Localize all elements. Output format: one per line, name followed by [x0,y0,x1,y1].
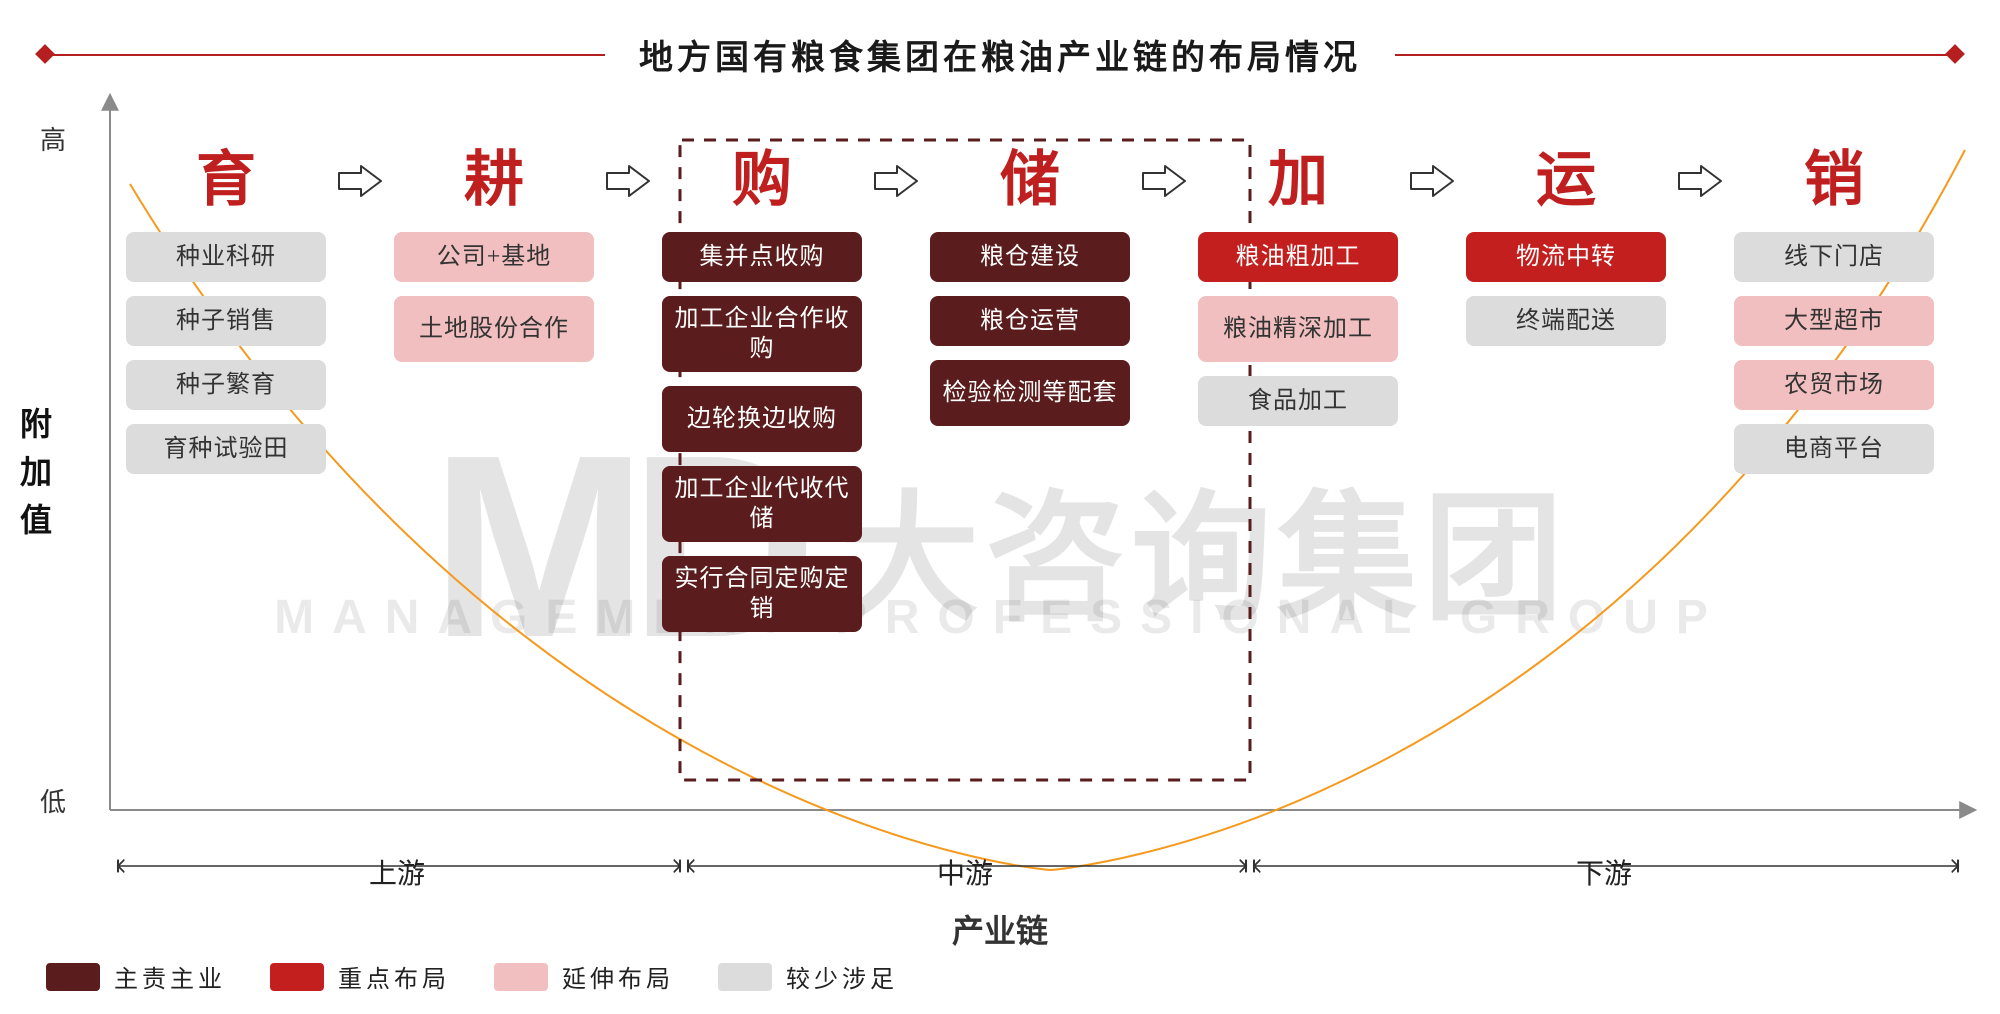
stage-head: 运 [1536,150,1596,210]
flow-arrow-slot [600,150,656,198]
legend-item: 主责主业 [46,959,226,994]
legend-item: 较少涉足 [718,959,898,994]
title-diamond-right [1945,44,1965,64]
stage-chip: 种子繁育 [126,360,326,410]
stage-column: 耕公司+基地土地股份合作 [388,150,600,362]
stage-chip: 边轮换边收购 [662,386,862,452]
legend-item: 重点布局 [270,959,450,994]
y-axis-low: 低 [40,782,66,819]
stage-chip: 公司+基地 [394,232,594,282]
segment-label: 上游 [369,852,425,892]
stage-chip: 粮仓运营 [930,296,1130,346]
stage-column: 加粮油粗加工粮油精深加工食品加工 [1192,150,1404,426]
stage-chip: 线下门店 [1734,232,1934,282]
legend-item: 延伸布局 [494,959,674,994]
stage-chip: 种业科研 [126,232,326,282]
legend-label: 主责主业 [114,959,226,994]
stage-chip: 土地股份合作 [394,296,594,362]
segment-label: 中游 [937,852,993,892]
flow-arrow-icon [337,164,383,198]
segment-label: 下游 [1576,852,1632,892]
flow-arrow-slot [1136,150,1192,198]
stage-column: 销线下门店大型超市农贸市场电商平台 [1728,150,1940,474]
stage-column: 运物流中转终端配送 [1460,150,1672,346]
stage-chip: 集并点收购 [662,232,862,282]
flow-arrow-icon [1409,164,1455,198]
y-axis-title: 附加值 [20,400,52,544]
stage-head: 购 [732,150,792,210]
flow-arrow-slot [332,150,388,198]
legend-swatch [270,963,324,991]
legend-label: 延伸布局 [562,959,674,994]
stage-chip: 检验检测等配套 [930,360,1130,426]
title-diamond-left [35,44,55,64]
flow-arrow-slot [1404,150,1460,198]
legend-swatch [718,963,772,991]
stage-column: 育种业科研种子销售种子繁育育种试验田 [120,150,332,474]
legend-swatch [46,963,100,991]
legend-label: 较少涉足 [786,959,898,994]
stage-column: 购集并点收购加工企业合作收购边轮换边收购加工企业代收代储实行合同定购定销 [656,150,868,632]
stage-chip: 粮油精深加工 [1198,296,1398,362]
stage-chip: 物流中转 [1466,232,1666,282]
page-title: 地方国有粮食集团在粮油产业链的布局情况 [605,30,1395,79]
flow-arrow-slot [1672,150,1728,198]
stage-chip: 大型超市 [1734,296,1934,346]
stage-chip: 种子销售 [126,296,326,346]
stage-chip: 加工企业代收代储 [662,466,862,542]
stage-chip: 农贸市场 [1734,360,1934,410]
stage-head: 销 [1804,150,1864,210]
stage-chip: 终端配送 [1466,296,1666,346]
legend-label: 重点布局 [338,959,450,994]
y-axis-high: 高 [40,120,66,157]
legend-swatch [494,963,548,991]
flow-arrow-icon [873,164,919,198]
x-axis-title: 产业链 [0,906,2000,952]
title-bar: 地方国有粮食集团在粮油产业链的布局情况 [40,34,1960,74]
stage-head: 储 [1000,150,1060,210]
stages-row: 育种业科研种子销售种子繁育育种试验田 耕公司+基地土地股份合作 购集并点收购加工… [120,150,1980,632]
stage-chip: 粮仓建设 [930,232,1130,282]
stage-column: 储粮仓建设粮仓运营检验检测等配套 [924,150,1136,426]
stage-chip: 加工企业合作收购 [662,296,862,372]
stage-chip: 电商平台 [1734,424,1934,474]
stage-chip: 食品加工 [1198,376,1398,426]
stage-chip: 实行合同定购定销 [662,556,862,632]
stage-head: 加 [1268,150,1328,210]
stage-head: 育 [196,150,256,210]
flow-arrow-slot [868,150,924,198]
flow-arrow-icon [1677,164,1723,198]
flow-arrow-icon [605,164,651,198]
legend: 主责主业 重点布局 延伸布局 较少涉足 [46,959,898,994]
stage-chip: 粮油粗加工 [1198,232,1398,282]
stage-chip: 育种试验田 [126,424,326,474]
flow-arrow-icon [1141,164,1187,198]
stage-head: 耕 [464,150,524,210]
